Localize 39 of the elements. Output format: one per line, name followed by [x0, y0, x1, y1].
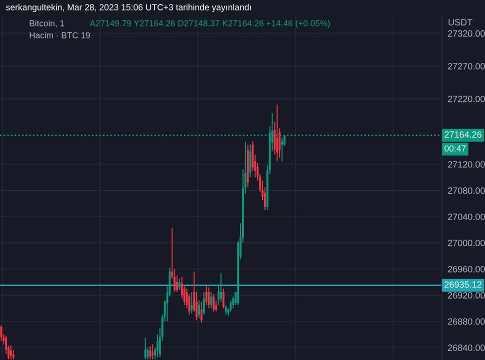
text: 00:47	[444, 145, 466, 152]
candlestick	[202, 291, 205, 316]
candlestick	[190, 291, 193, 314]
candlestick	[208, 286, 210, 309]
text: serkangultekin, Mar 28, 2023 15:06 UTC+3 tarihinde yayınlandı	[6, 4, 251, 12]
y-tick-label: 26880.00	[448, 318, 485, 325]
y-tick-label: 26840.00	[448, 344, 485, 351]
y-tick-label: 26920.00	[448, 292, 485, 299]
candlestick	[144, 337, 146, 360]
y-axis-title: USDT	[448, 19, 472, 26]
candlestick	[205, 284, 208, 306]
candlestick	[10, 344, 12, 360]
candlestick	[232, 296, 234, 309]
candlestick	[222, 288, 224, 309]
y-tick-label: 27320.00	[448, 30, 485, 37]
text: A27149.79 Y27164.26 D27148.37 K27164.26 +14.46 (+0.05%)	[90, 20, 330, 28]
y-tick-label: 27120.00	[448, 161, 485, 168]
candlestick	[224, 304, 227, 316]
y-tick-label: 27220.00	[448, 96, 485, 102]
candlestick	[149, 346, 152, 360]
candlestick	[212, 293, 215, 312]
annotation: Hacim · BTC 19	[30, 32, 90, 38]
ref-line-label: 27164.26	[444, 131, 482, 138]
candlestick	[249, 144, 252, 178]
y-tick-label: 26960.00	[448, 266, 485, 272]
y-tick-label: 27270.00	[448, 63, 485, 70]
ref-line-label: 26935.12	[444, 281, 482, 288]
candlestick	[152, 344, 154, 360]
text: Bitcoin, 1	[30, 20, 64, 28]
candlestick	[276, 104, 278, 162]
y-tick-label: 27040.00	[448, 214, 485, 220]
candlestick	[178, 278, 180, 290]
candlestick	[0, 324, 2, 342]
candlestick	[281, 138, 284, 162]
y-tick-label: 27000.00	[448, 240, 485, 246]
candlestick	[198, 300, 200, 319]
y-tick-label: 27080.00	[448, 187, 485, 194]
candlestick	[200, 301, 202, 324]
candlestick	[220, 272, 222, 302]
